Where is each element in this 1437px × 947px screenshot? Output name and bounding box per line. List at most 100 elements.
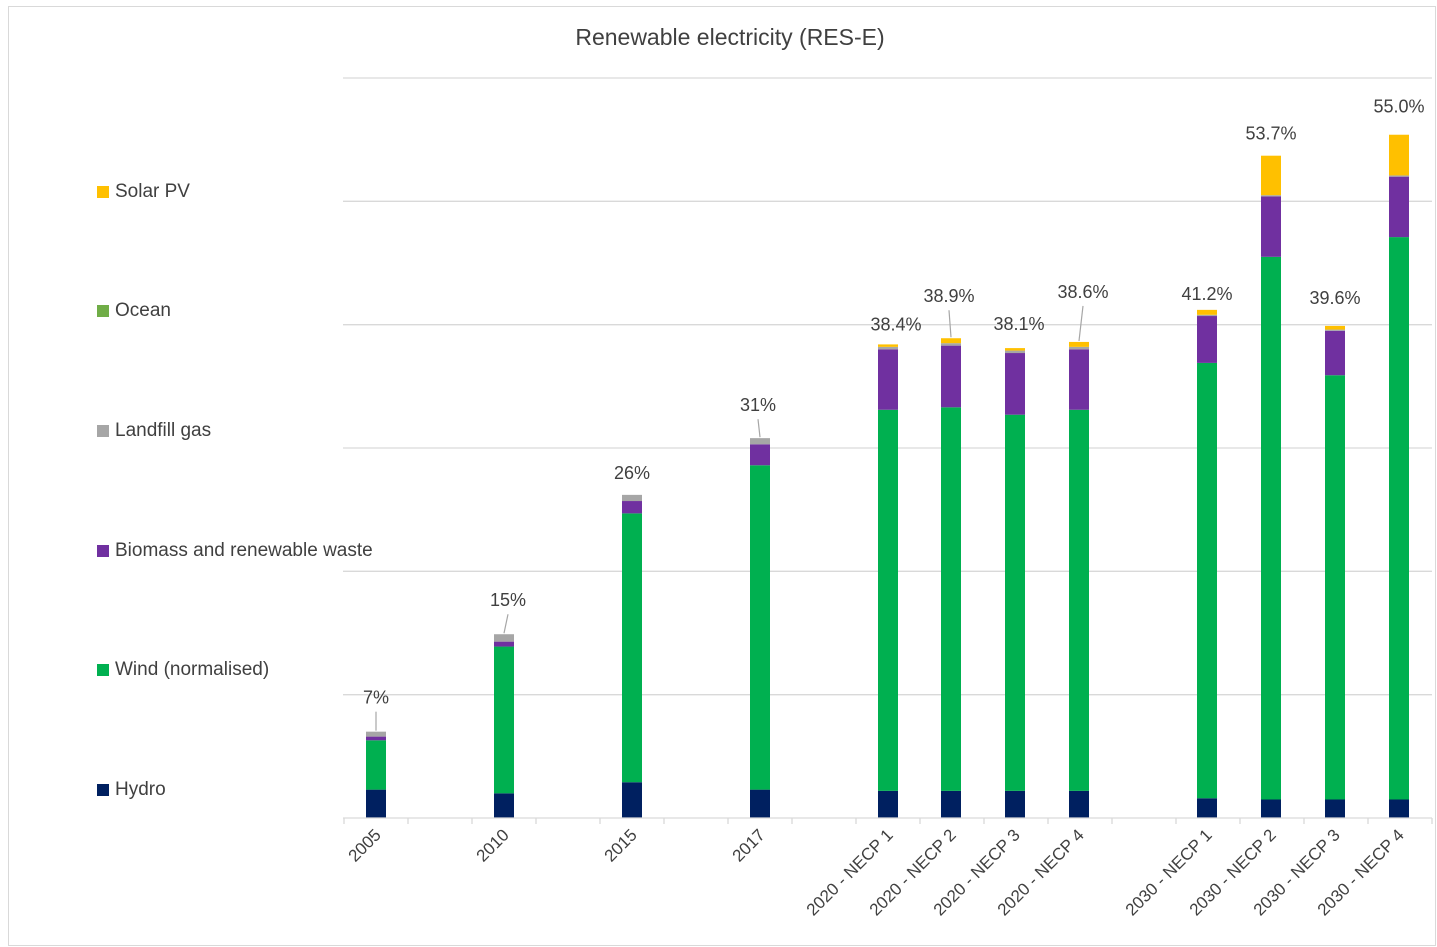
bar-segment-wind-normalised- (1261, 256, 1281, 800)
bar-segment-landfill-gas (1197, 314, 1217, 317)
total-label: 38.4% (870, 314, 921, 334)
bars (366, 134, 1409, 818)
bar-segment-biomass-and-renewable-waste (941, 345, 961, 408)
bar-segment-landfill-gas (494, 634, 514, 642)
bar-segment-landfill-gas (366, 731, 386, 737)
bar-segment-biomass-and-renewable-waste (878, 349, 898, 410)
bar-segment-wind-normalised- (1069, 409, 1089, 791)
bar-segment-landfill-gas (1069, 346, 1089, 350)
bar-segment-hydro (941, 790, 961, 818)
total-label: 26% (614, 463, 650, 483)
legend-label-ocean: Ocean (115, 300, 171, 321)
bar-segment-solar-pv (1197, 309, 1217, 315)
legend-item-landfill-gas: Landfill gas (97, 420, 211, 442)
total-label: 53.7% (1245, 124, 1296, 144)
bar-segment-wind-normalised- (878, 409, 898, 791)
bar-segment-solar-pv (1325, 325, 1345, 330)
bar-segment-biomass-and-renewable-waste (1389, 176, 1409, 238)
bar-segment-hydro (1389, 799, 1409, 818)
bar-segment-solar-pv (1005, 348, 1025, 351)
bar-segment-solar-pv (941, 338, 961, 344)
legend-item-biomass: Biomass and renewable waste (97, 540, 373, 562)
label-leader-line (1078, 305, 1084, 342)
total-label: 38.1% (993, 314, 1044, 334)
total-label: 55.0% (1373, 97, 1424, 117)
bar-segment-biomass-and-renewable-waste (622, 501, 642, 514)
legend-label-solar-pv: Solar PV (115, 181, 190, 202)
bar-segment-hydro (1325, 799, 1345, 818)
bar-segment-wind-normalised- (1325, 375, 1345, 800)
label-leader-line (503, 614, 509, 634)
total-label: 38.9% (923, 286, 974, 306)
bar-segment-hydro (1197, 798, 1217, 818)
bar-segment-landfill-gas (1389, 175, 1409, 177)
bar-segment-hydro (622, 782, 642, 818)
bar-segment-biomass-and-renewable-waste (1325, 330, 1345, 376)
bar-segment-biomass-and-renewable-waste (1261, 196, 1281, 257)
bar-segment-biomass-and-renewable-waste (1069, 349, 1089, 410)
bar-segment-hydro (1069, 790, 1089, 818)
bar-segment-landfill-gas (941, 343, 961, 346)
bar-segment-solar-pv (1261, 155, 1281, 196)
bar-segment-biomass-and-renewable-waste (366, 736, 386, 741)
total-label: 15% (490, 590, 526, 610)
x-tick-label: 2005 (345, 825, 385, 865)
bar-segment-wind-normalised- (1389, 237, 1409, 800)
legend-swatch-landfill-gas (97, 425, 109, 437)
total-labels: 7% 15% 26% 31% 38.4%38.9% 38.1% 38.6% 41.2% 53.7… (363, 97, 1425, 708)
legend-swatch-biomass (97, 545, 109, 557)
bar-segment-biomass-and-renewable-waste (750, 444, 770, 466)
legend-label-landfill-gas: Landfill gas (115, 420, 212, 441)
x-tick-label: 2010 (473, 825, 513, 865)
total-label: 7% (363, 688, 389, 708)
bar-segment-biomass-and-renewable-waste (494, 641, 514, 647)
chart-legend: Solar PV Ocean Landfill gas Biomass and … (97, 0, 397, 900)
bar-segment-wind-normalised- (622, 513, 642, 783)
legend-label-wind: Wind (normalised) (115, 659, 270, 680)
legend-label-biomass: Biomass and renewable waste (115, 540, 373, 561)
total-label: 41.2% (1181, 284, 1232, 304)
x-tick-label: 2015 (601, 825, 641, 865)
bar-segment-biomass-and-renewable-waste (1005, 353, 1025, 415)
bar-segment-solar-pv (1389, 134, 1409, 176)
total-label: 31% (740, 395, 776, 415)
bar-segment-hydro (494, 793, 514, 818)
bar-segment-hydro (1261, 799, 1281, 818)
chart-title: Renewable electricity (RES-E) (575, 24, 885, 50)
bar-segment-landfill-gas (750, 438, 770, 445)
bar-segment-landfill-gas (622, 494, 642, 502)
legend-item-ocean: Ocean (97, 300, 171, 322)
bar-segment-solar-pv (878, 344, 898, 347)
legend-item-solar-pv: Solar PV (97, 181, 190, 203)
legend-swatch-solar-pv (97, 186, 109, 198)
bar-segment-wind-normalised- (1197, 362, 1217, 799)
bar-segment-hydro (750, 789, 770, 818)
total-label: 39.6% (1309, 288, 1360, 308)
bar-segment-wind-normalised- (494, 646, 514, 794)
total-label: 38.6% (1057, 282, 1108, 302)
bar-segment-solar-pv (1069, 341, 1089, 347)
label-leader-line (757, 419, 761, 438)
legend-label-hydro: Hydro (115, 779, 166, 800)
legend-swatch-hydro (97, 784, 109, 796)
legend-swatch-wind (97, 664, 109, 676)
bar-segment-landfill-gas (1261, 195, 1281, 197)
bar-segment-wind-normalised- (941, 407, 961, 791)
x-axis (343, 817, 1433, 824)
bar-segment-landfill-gas (1005, 350, 1025, 354)
bar-segment-biomass-and-renewable-waste (1197, 316, 1217, 363)
bar-segment-hydro (1005, 790, 1025, 818)
legend-item-hydro: Hydro (97, 779, 166, 801)
bar-segment-wind-normalised- (750, 465, 770, 790)
label-leader-line (948, 310, 952, 338)
legend-item-wind: Wind (normalised) (97, 659, 269, 681)
bar-segment-hydro (878, 790, 898, 818)
label-leaders (375, 305, 1084, 731)
bar-segment-hydro (366, 789, 386, 818)
bar-segment-landfill-gas (878, 346, 898, 350)
bar-segment-landfill-gas (1325, 329, 1345, 331)
bar-segment-wind-normalised- (366, 740, 386, 790)
bar-segment-wind-normalised- (1005, 414, 1025, 791)
